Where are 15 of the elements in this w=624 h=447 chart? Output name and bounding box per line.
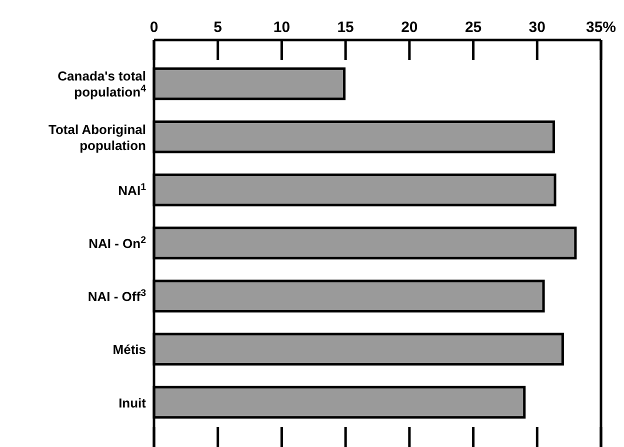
x-tick-label: 20: [401, 19, 418, 36]
x-tick-label: 15: [337, 19, 354, 36]
x-tick-label: 35%: [586, 19, 616, 36]
y-tick-label: Inuit: [118, 395, 147, 410]
y-tick-label: Canada's total population$^{4}$: [58, 68, 147, 100]
x-tick-label: 5: [214, 19, 222, 36]
x-tick-label: 25: [464, 19, 482, 36]
y-tick-label: NAI - On$^{2}$: [88, 234, 147, 251]
y-tick-label: Métis: [112, 342, 146, 358]
y-tick-label: Total Aboriginal population: [48, 122, 146, 153]
y-tick-label: NAI$^{1}$: [118, 181, 147, 198]
x-tick-label: 30: [528, 19, 546, 36]
y-tick-label: NAI - Off$^{3}$: [88, 288, 147, 304]
x-tick-label: 10: [273, 19, 290, 36]
x-tick-label: 0: [150, 19, 158, 36]
